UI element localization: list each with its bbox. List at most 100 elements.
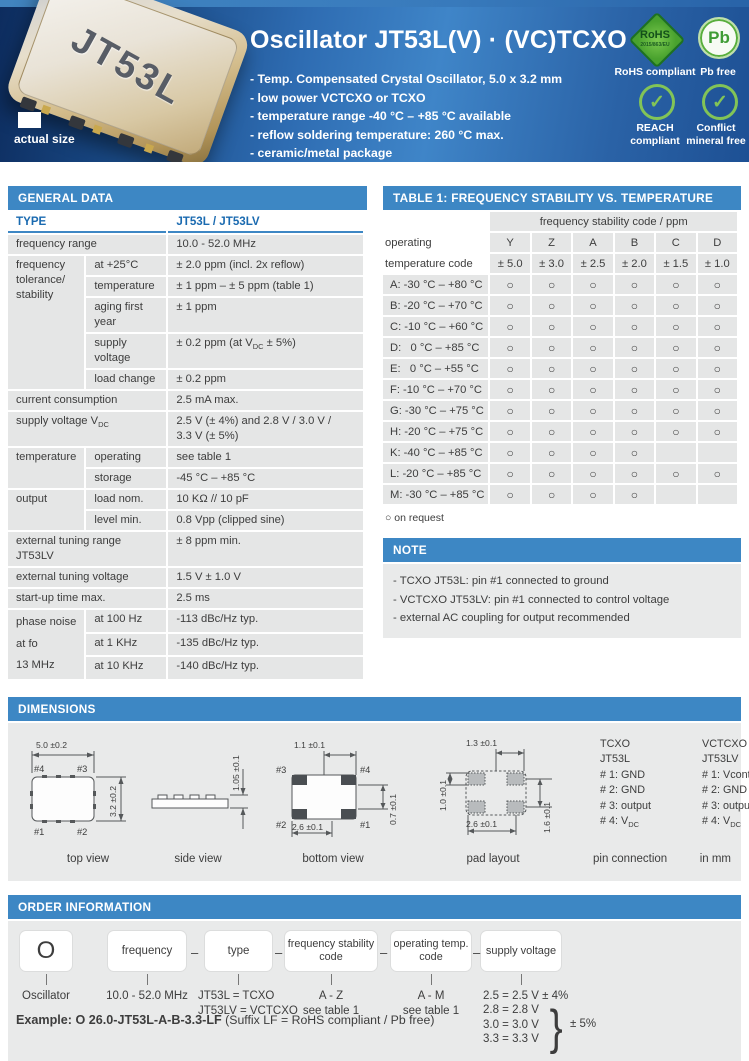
desc-stability: A - Z see table 1 [302, 989, 360, 1018]
row-group-label: frequency tolerance/ stability [8, 256, 85, 389]
availability-mark: ○ [614, 338, 655, 357]
feature-bullet: - temperature range -40 °C – +85 °C avai… [250, 109, 512, 123]
availability-mark: ○ [531, 443, 572, 462]
availability-mark: ○ [697, 380, 737, 399]
order-box-temp-code: operating temp. code [391, 930, 471, 971]
dim-label: 3.2 ±0.2 [108, 785, 118, 816]
ppm-header: ± 5.0 [490, 254, 530, 273]
actual-size-swatch [18, 112, 41, 128]
temp-range-label: G: -30 °C – +75 °C [383, 401, 489, 420]
availability-mark: ○ [531, 359, 572, 378]
row-value: 10.0 - 52.0 MHz [168, 235, 363, 254]
row-label: external tuning range JT53LV [8, 532, 167, 566]
desc-oscillator: Oscillator [22, 989, 70, 1002]
row-value: ± 0.2 ppm (at VDC ± 5%) [168, 334, 363, 368]
dimensions-panel: 5.0 ±0.2 #4 #3 #1 #2 3.2 ±0.2 [8, 722, 749, 881]
caption-top-view: top view [66, 852, 110, 865]
table-row: at 10 KHz -140 dBc/Hz typ. [8, 657, 363, 679]
order-box-type: type [205, 930, 272, 971]
availability-mark: ○ [573, 401, 613, 420]
dim-label: 1.0 ±0.1 [438, 779, 448, 810]
frequency-stability-table: frequency stability code / ppm operating… [381, 210, 739, 506]
subscript: DC [628, 820, 640, 830]
availability-mark: ○ [573, 443, 613, 462]
connector-tick [238, 973, 239, 985]
availability-mark: ○ [573, 359, 613, 378]
table-row: M: -30 °C – +85 °C ○ ○ ○ ○ [383, 485, 737, 504]
order-section-header: ORDER INFORMATION [8, 894, 741, 919]
availability-mark: ○ [531, 380, 572, 399]
availability-mark: ○ [531, 296, 572, 315]
pin-list: # 1: Vcontrol # 2: GND # 3: output [702, 768, 749, 812]
table-row: level min. 0.8 Vpp (clipped sine) [8, 511, 363, 530]
availability-mark: ○ [697, 401, 737, 420]
connector-tick [46, 973, 47, 985]
table-row: H: -20 °C – +75 °C ○ ○ ○ ○ ○ ○ [383, 422, 737, 441]
spacer-cell [383, 212, 489, 231]
subscript: DC [98, 420, 109, 430]
pin-label: #1 [360, 820, 370, 830]
pb-free-label: Pb free [700, 66, 736, 78]
ppm-header: ± 1.5 [656, 254, 696, 273]
availability-mark: ○ [697, 317, 737, 336]
availability-mark: ○ [614, 401, 655, 420]
row-label: start-up time max. [8, 589, 167, 608]
pin-column-title: TCXO JT53L [600, 737, 631, 766]
connector-tick [431, 973, 432, 985]
availability-mark: ○ [531, 485, 572, 504]
availability-mark: ○ [614, 443, 655, 462]
rohs-compliant-label: RoHS compliant [614, 66, 696, 78]
availability-mark: ○ [614, 359, 655, 378]
availability-mark: ○ [614, 464, 655, 483]
availability-mark: ○ [656, 464, 696, 483]
row-value: ± 8 ppm min. [168, 532, 363, 566]
availability-mark: ○ [490, 359, 530, 378]
row-label: at 100 Hz [86, 610, 167, 632]
bottom-view-drawing: #3 #4 #2 #1 1.1 ±0.1 0.7 ±0.1 2.6 ±0.1 [276, 740, 398, 837]
pin-column-title: VCTCXO JT53LV [702, 737, 747, 766]
availability-mark: ○ [656, 401, 696, 420]
pin-connection-tcxo: TCXO JT53L # 1: GND # 2: GND # 3: output… [600, 737, 686, 833]
legend-text: on request [394, 512, 444, 524]
value-text: ± 5%) [263, 337, 296, 349]
chip-pin [40, 104, 52, 116]
dim-label: 2.6 ±0.1 [292, 822, 323, 832]
row-value: ± 1 ppm [168, 298, 363, 332]
dim-label: 5.0 ±0.2 [36, 740, 67, 750]
pin-label: #4 [34, 764, 44, 774]
availability-mark: ○ [531, 338, 572, 357]
circle-icon: ○ [385, 512, 392, 524]
order-panel: O frequency type frequency stability cod… [8, 920, 741, 1061]
availability-mark: ○ [490, 443, 530, 462]
table1-section-header: TABLE 1: FREQUENCY STABILITY VS. TEMPERA… [383, 186, 741, 210]
conflict-mineral-label: Conflict mineral free [686, 122, 746, 147]
row-label: level min. [86, 511, 167, 530]
dim-label: 2.6 ±0.1 [466, 819, 497, 829]
ppm-header: ± 1.0 [697, 254, 737, 273]
row-label: at 1 KHz [86, 633, 167, 655]
desc-frequency: 10.0 - 52.0 MHz [106, 989, 188, 1002]
dim-label: 1.1 ±0.1 [294, 740, 325, 750]
availability-mark: ○ [531, 317, 572, 336]
table-row: output load nom. 10 KΩ // 10 pF [8, 490, 363, 530]
availability-mark: ○ [573, 464, 613, 483]
desc-temp-code: A - M see table 1 [402, 989, 460, 1018]
top-view-drawing: 5.0 ±0.2 #4 #3 #1 #2 3.2 ±0.2 [30, 740, 126, 837]
row-group-label: phase noise at fo 13 MHz [8, 610, 85, 679]
reach-compliant-label: REACH compliant [630, 122, 680, 147]
row-label: frequency range [8, 235, 167, 254]
availability-mark: ○ [697, 359, 737, 378]
actual-size-label: actual size [14, 132, 75, 146]
dim-label: 0.7 ±0.1 [388, 793, 398, 824]
availability-mark: ○ [490, 401, 530, 420]
availability-mark: ○ [697, 464, 737, 483]
table-row: external tuning voltage 1.5 V ± 1.0 V [8, 568, 363, 587]
side-view-drawing: 1.05 ±0.1 [151, 755, 248, 829]
code-header: A [573, 233, 613, 252]
pad-layout-drawing: 1.3 ±0.1 1.0 ±0.1 2.6 ±0.1 1.6 ±0.1 [438, 738, 552, 835]
feature-bullet: - Temp. Compensated Crystal Oscillator, … [250, 72, 563, 86]
chip-marking: JT53L [64, 18, 192, 114]
row-value: 2.5 mA max. [168, 391, 363, 410]
row-label: load change [86, 370, 167, 389]
table-row: frequency range 10.0 - 52.0 MHz [8, 235, 363, 254]
